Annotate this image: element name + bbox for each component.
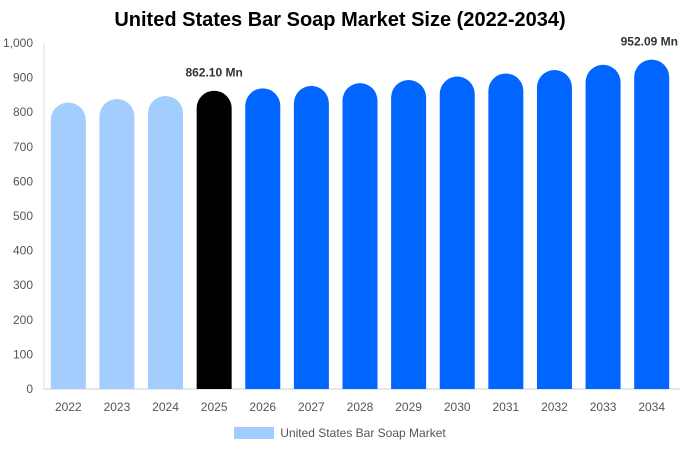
- bar-2029[interactable]: [391, 80, 427, 389]
- y-tick-label: 200: [13, 313, 33, 327]
- x-tick-label: 2029: [395, 400, 422, 414]
- x-tick-label: 2032: [541, 400, 568, 414]
- x-tick-label: 2024: [152, 400, 179, 414]
- y-tick-label: 600: [13, 174, 33, 188]
- x-tick-label: 2034: [638, 400, 665, 414]
- x-tick-label: 2028: [347, 400, 374, 414]
- bar-2034[interactable]: [634, 59, 670, 390]
- bar-2026[interactable]: [245, 88, 281, 390]
- bar-2024[interactable]: [148, 95, 184, 390]
- bar-2028[interactable]: [342, 83, 378, 390]
- x-tick-label: 2025: [201, 400, 228, 414]
- bar-2027[interactable]: [293, 85, 329, 390]
- bar-2031[interactable]: [488, 73, 524, 389]
- y-tick-label: 800: [13, 105, 33, 119]
- bar-2022[interactable]: [50, 102, 86, 390]
- x-tick-label: 2023: [104, 400, 131, 414]
- bar-2023[interactable]: [99, 99, 135, 389]
- data-label: 952.09 Mn: [621, 35, 678, 49]
- chart-title: United States Bar Soap Market Size (2022…: [114, 9, 566, 31]
- data-label: 862.10 Mn: [185, 66, 242, 80]
- legend-label: United States Bar Soap Market: [280, 426, 446, 440]
- x-tick-label: 2033: [590, 400, 617, 414]
- x-tick-label: 2031: [492, 400, 519, 414]
- y-tick-label: 1,000: [3, 36, 33, 50]
- legend[interactable]: United States Bar Soap Market: [0, 426, 680, 440]
- bar-2030[interactable]: [439, 76, 475, 389]
- y-tick-label: 500: [13, 209, 33, 223]
- legend-swatch: [234, 427, 275, 439]
- x-tick-label: 2026: [249, 400, 276, 414]
- x-tick-label: 2022: [55, 400, 82, 414]
- y-tick-label: 100: [13, 347, 33, 361]
- bar-2033[interactable]: [585, 64, 621, 389]
- y-tick-label: 400: [13, 244, 33, 258]
- x-tick-label: 2030: [444, 400, 471, 414]
- bar-2032[interactable]: [536, 69, 572, 389]
- x-tick-label: 2027: [298, 400, 325, 414]
- y-tick-label: 900: [13, 71, 33, 85]
- y-tick-label: 700: [13, 140, 33, 154]
- y-tick-label: 300: [13, 278, 33, 292]
- y-tick-label: 0: [26, 382, 33, 396]
- bar-2025[interactable]: [196, 90, 232, 389]
